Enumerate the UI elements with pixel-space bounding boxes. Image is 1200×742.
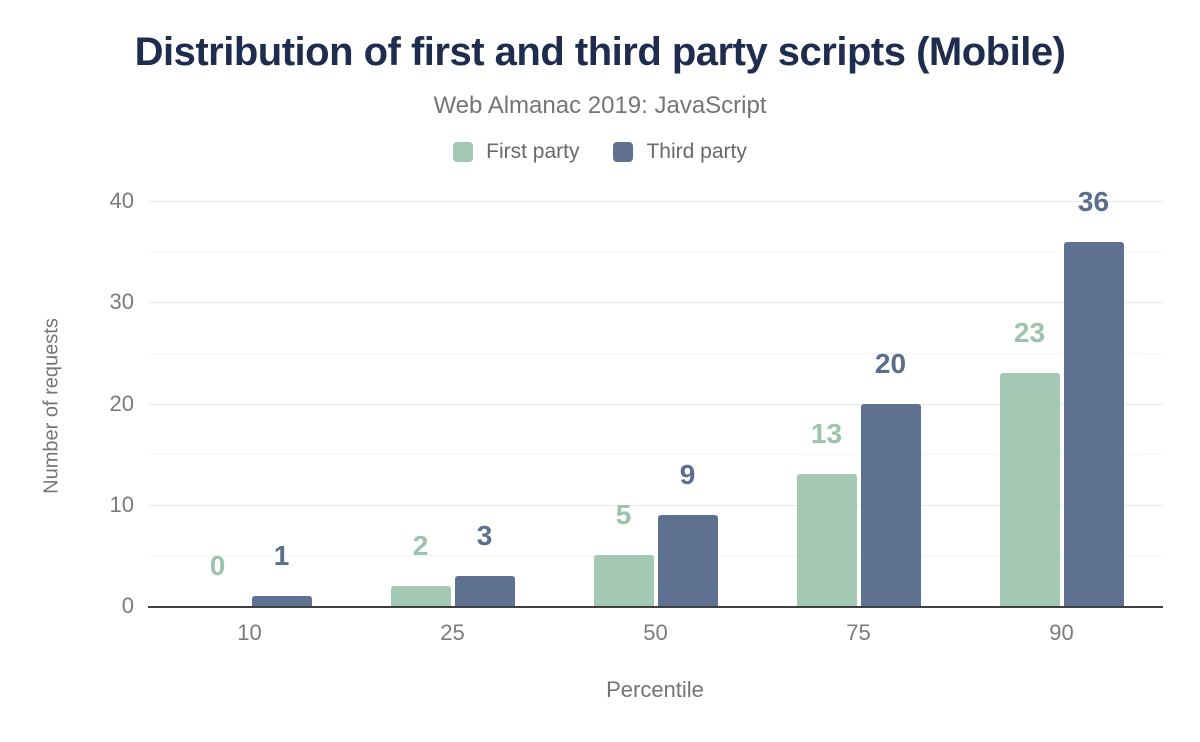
y-tick-label-30: 30 bbox=[109, 289, 134, 315]
plot-area: 0 10 20 30 40 0 1 10 2 3 25 5 9 50 13 20 75 23 36 90 bbox=[110, 187, 1163, 645]
minor-gridline-25 bbox=[148, 352, 1163, 354]
value-label-first-party-p90: 23 bbox=[1013, 317, 1046, 349]
value-label-third-party-p75: 20 bbox=[874, 347, 907, 379]
bar-first-party-p50: 5 bbox=[593, 501, 654, 606]
y-tick-label-40: 40 bbox=[109, 188, 134, 213]
y-axis-title: Number of requests bbox=[40, 318, 63, 494]
bar-first-party-p90: 23 bbox=[999, 319, 1060, 606]
x-tick-label-90: 90 bbox=[1049, 620, 1074, 645]
value-label-first-party-p50: 5 bbox=[615, 499, 632, 531]
value-label-third-party-p25: 3 bbox=[476, 519, 493, 551]
x-tick-label-10: 10 bbox=[237, 620, 262, 645]
y-tick-label-0: 0 bbox=[121, 593, 134, 618]
chart-title: Distribution of first and third party sc… bbox=[134, 30, 1066, 74]
bar-third-party-p90: 36 bbox=[1063, 187, 1124, 606]
major-gridline-20 bbox=[148, 403, 1163, 405]
bar-group-p25: 2 3 25 bbox=[351, 203, 554, 645]
minor-gridline-35 bbox=[148, 251, 1163, 253]
legend-label-third-party: Third party bbox=[646, 140, 747, 163]
chart-subtitle: Web Almanac 2019: JavaScript bbox=[433, 92, 767, 119]
bar-first-party-p75: 13 bbox=[796, 420, 857, 606]
bar-group-p75: 13 20 75 bbox=[757, 203, 960, 645]
legend: First party Third party bbox=[0, 140, 1200, 164]
bar-group-p90: 23 36 90 bbox=[960, 187, 1163, 645]
minor-gridline-5 bbox=[148, 555, 1163, 557]
major-gridline-10 bbox=[148, 504, 1163, 506]
value-label-third-party-p50: 9 bbox=[679, 458, 696, 490]
value-label-first-party-p75: 13 bbox=[810, 418, 843, 450]
value-label-first-party-p25: 2 bbox=[412, 529, 429, 561]
major-gridline-40 bbox=[148, 201, 1163, 202]
value-label-third-party-p90: 36 bbox=[1077, 185, 1110, 217]
bar-third-party-p10: 1 bbox=[251, 541, 312, 606]
bar-first-party-p25: 2 bbox=[390, 531, 451, 606]
x-axis-title: Percentile bbox=[606, 677, 704, 702]
bar-third-party-p75: 20 bbox=[860, 349, 921, 606]
legend-label-first-party: First party bbox=[486, 140, 580, 163]
x-tick-label-25: 25 bbox=[440, 620, 465, 645]
x-tick-label-50: 50 bbox=[643, 620, 668, 645]
x-tick-label-75: 75 bbox=[846, 620, 871, 645]
legend-item-first-party: First party bbox=[453, 140, 579, 164]
y-tick-label-20: 20 bbox=[109, 390, 134, 416]
bar-third-party-p25: 3 bbox=[454, 521, 515, 606]
y-tick-label-10: 10 bbox=[109, 491, 134, 517]
bar-group-p10: 0 1 10 bbox=[148, 203, 351, 645]
value-label-third-party-p10: 1 bbox=[273, 539, 290, 571]
value-label-first-party-p10: 0 bbox=[209, 550, 226, 581]
legend-item-third-party: Third party bbox=[613, 140, 747, 164]
legend-swatch-first-party bbox=[453, 142, 474, 162]
major-gridline-30 bbox=[148, 302, 1163, 304]
legend-swatch-third-party bbox=[613, 142, 634, 162]
bar-group-p50: 5 9 50 bbox=[554, 203, 757, 645]
bar-third-party-p50: 9 bbox=[657, 460, 718, 606]
minor-gridline-15 bbox=[148, 454, 1163, 456]
